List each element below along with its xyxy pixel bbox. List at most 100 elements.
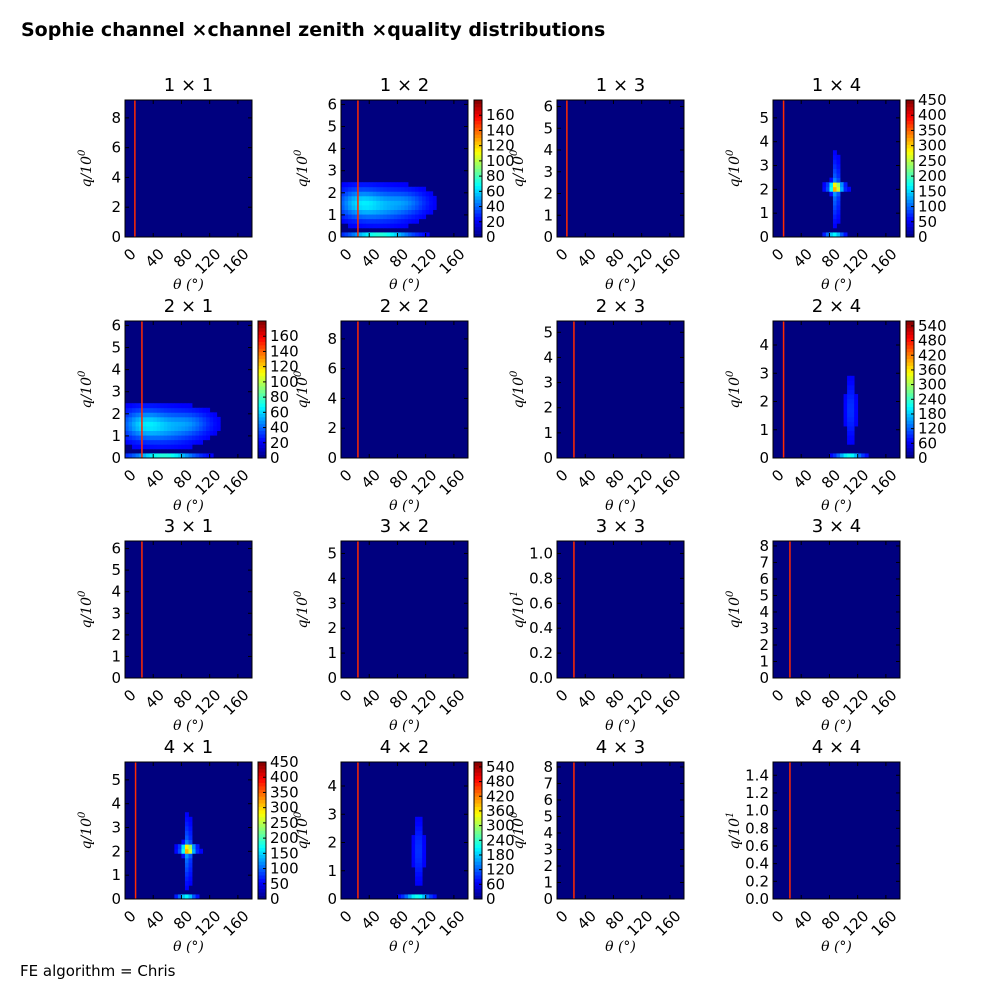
colorbar-segment: [906, 344, 914, 349]
heatmap-cell: [847, 384, 852, 390]
heatmap-cell: [125, 421, 129, 427]
heatmap-cell: [184, 880, 189, 886]
heatmap-cell: [170, 430, 175, 436]
heatmap-cell: [163, 412, 168, 418]
x-tick-label: 40: [574, 466, 600, 492]
heatmap-cell: [160, 407, 165, 413]
heatmap-cell: [149, 435, 154, 441]
y-tick-label: 6: [111, 139, 121, 157]
colorbar-segment: [258, 857, 266, 862]
colorbar-segment: [906, 117, 914, 121]
heatmap-cell: [170, 407, 175, 413]
heatmap-cell: [163, 439, 168, 445]
heatmap-cell: [146, 435, 151, 441]
y-axis-label: q/100: [725, 590, 743, 629]
y-tick-label: 2: [543, 185, 553, 203]
y-axis-label-text: q/100: [293, 370, 311, 409]
heatmap-cell: [139, 403, 144, 409]
heatmap-cell: [362, 209, 367, 215]
colorbar-segment: [906, 165, 914, 169]
heatmap-cell: [351, 209, 356, 215]
heatmap-cell: [156, 416, 161, 422]
heatmap-cell: [125, 426, 129, 431]
heatmap-cell: [358, 209, 363, 215]
heatmap-cell: [192, 426, 196, 431]
heatmap-cell: [847, 453, 852, 459]
heatmap-cell: [362, 218, 367, 224]
heatmap-cell: [415, 195, 420, 201]
heatmap-cell: [369, 186, 374, 192]
heatmap-cell: [432, 195, 437, 201]
colorbar-tick-label: 50: [918, 213, 937, 231]
colorbar-tick-label: 540: [918, 317, 947, 335]
heatmap-cell: [199, 416, 204, 422]
heatmap-cell: [404, 209, 409, 215]
colorbar-segment: [474, 182, 482, 187]
colorbar-segment: [258, 392, 266, 397]
colorbar-segment: [906, 151, 914, 156]
colorbar-segment: [906, 427, 914, 431]
colorbar-segment: [474, 768, 482, 773]
heatmap-background: [557, 541, 684, 678]
colorbar-segment: [474, 189, 482, 193]
heatmap-cell: [422, 214, 427, 220]
axes-frame: [340, 320, 469, 459]
colorbar-tick-label: 350: [918, 121, 947, 139]
heatmap-cell: [199, 439, 204, 445]
colorbar-frame: [905, 320, 915, 459]
axes-frame: [772, 761, 901, 900]
heatmap-cell: [418, 848, 423, 854]
heatmap-cell: [365, 205, 370, 210]
heatmap-cell: [135, 426, 140, 431]
y-axis-label-text: q/100: [293, 149, 311, 188]
heatmap-cell: [836, 163, 841, 169]
panel-title: 2 × 4: [812, 296, 861, 317]
y-tick-label: 4: [111, 795, 121, 813]
heatmap-cell: [383, 205, 388, 210]
heatmap-cell: [184, 416, 189, 422]
heatmap-cell: [181, 839, 186, 845]
x-tick-label: 0: [552, 466, 571, 485]
colorbar-segment: [474, 878, 482, 883]
heatmap-cell: [376, 218, 381, 224]
heatmap-cell: [369, 191, 374, 197]
heatmap-cell: [411, 195, 416, 201]
x-tick-label: 120: [407, 907, 440, 940]
y-tick-label: 0: [327, 890, 337, 908]
heatmap-cell: [149, 439, 154, 445]
heatmap-cell: [177, 435, 182, 441]
colorbar-segment: [906, 199, 914, 204]
heatmap-cell: [418, 821, 423, 827]
heatmap-cell: [348, 200, 352, 206]
heatmap-cell: [422, 894, 427, 900]
heatmap-cell: [400, 191, 405, 197]
x-tick-label: 160: [436, 907, 469, 940]
heatmap-cell: [397, 209, 402, 215]
heatmap-cell: [195, 426, 200, 431]
heatmap-cell: [850, 403, 855, 409]
colorbar-segment: [906, 130, 914, 135]
colorbar-tick-label: 450: [918, 91, 947, 109]
heatmap-cell: [153, 421, 158, 427]
colorbar-segment: [906, 106, 914, 111]
heatmap-cell: [422, 839, 427, 845]
heatmap-cell: [149, 416, 154, 422]
heatmap-cell: [188, 830, 193, 836]
colorbar-tick-label: 120: [918, 420, 947, 438]
heatmap-cell: [836, 191, 841, 197]
heatmap-cell: [188, 403, 193, 409]
heatmap-cell: [355, 209, 360, 215]
panel-title: 1 × 2: [380, 75, 429, 96]
axes-frame: [556, 99, 685, 238]
y-tick-label: 0.6: [745, 837, 769, 855]
heatmap-cell: [847, 416, 852, 422]
heatmap-cell: [843, 403, 848, 409]
heatmap-cell: [170, 426, 175, 431]
y-tick-label: 3: [543, 374, 553, 392]
heatmap-cell: [188, 421, 193, 427]
y-axis-label-text: q/100: [725, 370, 743, 409]
heatmap-cell: [149, 407, 154, 413]
heatmap-cell: [142, 426, 147, 431]
colorbar-segment: [474, 868, 482, 872]
